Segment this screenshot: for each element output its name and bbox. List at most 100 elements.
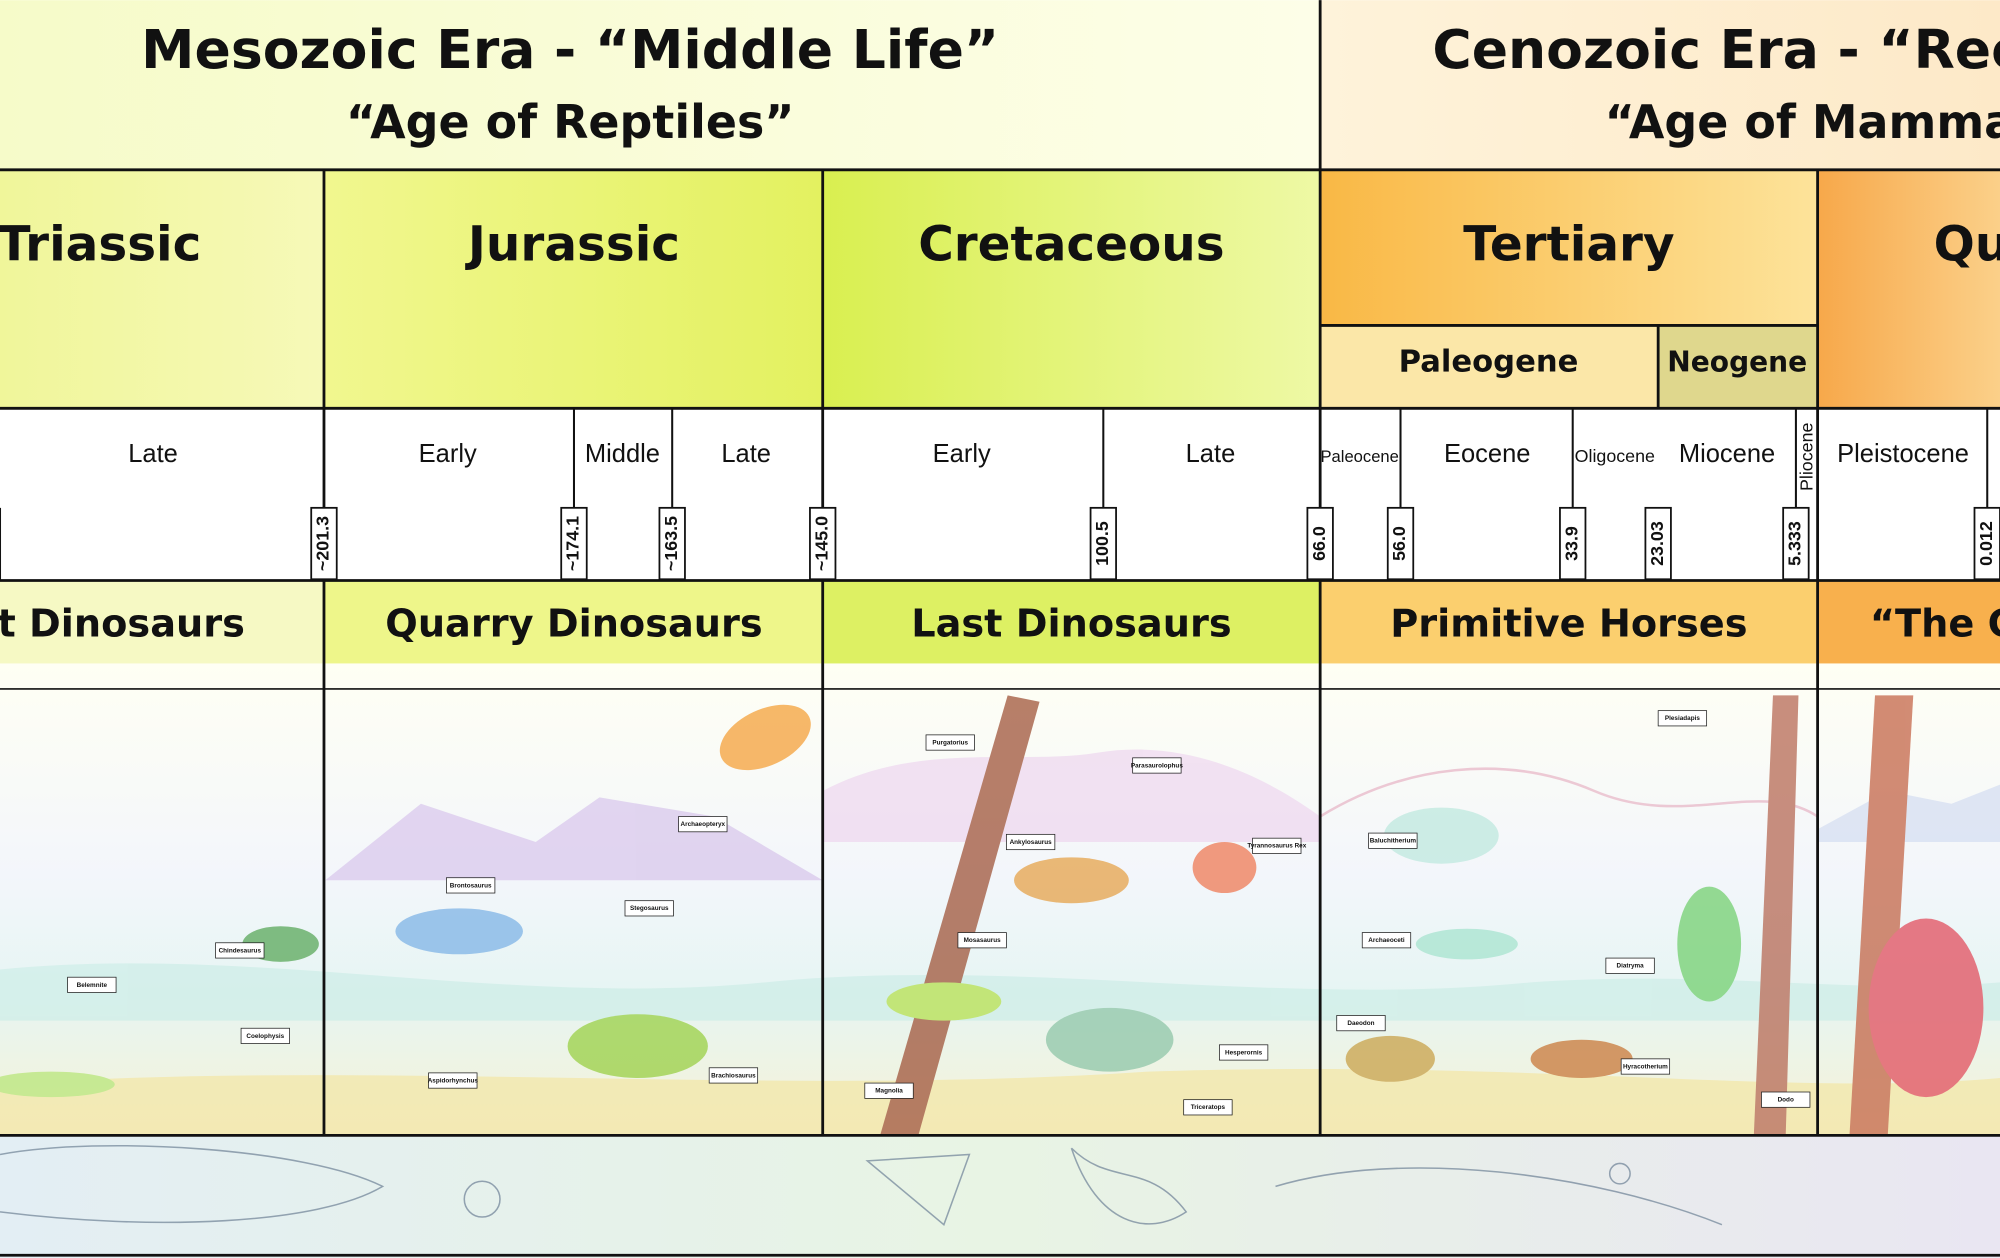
age-label: ~163.5 (661, 516, 681, 571)
theme-title: t Dinosaurs (0, 602, 245, 647)
age-label-box (1089, 506, 1117, 581)
epoch-name: Early (419, 440, 477, 468)
specimen-label-box (708, 1067, 759, 1084)
age-label: ~201.3 (313, 516, 333, 571)
specimen-label: Brontosaurus (450, 882, 492, 889)
age-label-box (658, 506, 686, 581)
specimen-label: Baluchitherium (1370, 838, 1417, 845)
age-label-box (1559, 506, 1587, 581)
theme-title: Quarry Dinosaurs (385, 602, 762, 647)
specimen-label-box (1761, 1091, 1811, 1108)
specimen-label-box (1132, 757, 1182, 774)
age-label: 23.03 (1647, 521, 1667, 566)
age-label: 0.012 (1976, 521, 1996, 566)
era-subtitle: “Age of Mammal (1605, 95, 2000, 149)
era-band (0, 0, 1321, 170)
subperiod-name: Neogene (1667, 345, 1807, 378)
specimen-label: Dodo (1778, 1097, 1794, 1104)
specimen-label-box (1368, 832, 1418, 849)
specimen-label: Diatryma (1616, 963, 1644, 970)
epoch-name: Pliocene (1797, 423, 1817, 492)
epoch-name: Late (128, 440, 178, 468)
specimen-label: Stegosaurus (630, 905, 669, 912)
specimen-label: Hesperornis (1225, 1049, 1263, 1056)
specimen-label-box (1252, 837, 1302, 854)
specimen-label-box (678, 816, 728, 833)
subperiod-name: Paleogene (1399, 344, 1579, 379)
period-band (1817, 169, 2000, 409)
specimen-label: Triceratops (1191, 1104, 1226, 1111)
specimen-label: Aspidorhynchus (428, 1077, 479, 1084)
era-title: Mesozoic Era - “Middle Life” (141, 18, 999, 81)
period-band (0, 169, 324, 409)
era-title: Cenozoic Era - “Rece (1432, 18, 2000, 81)
specimen-label: Brachiosaurus (711, 1072, 756, 1079)
specimen-label-box (957, 932, 1007, 949)
epoch-band (0, 408, 2000, 581)
specimen-label: Magnolia (875, 1088, 903, 1095)
age-label-box (310, 506, 338, 581)
epoch-name: Pleistocene (1837, 440, 1969, 468)
specimen-label-box (1336, 1015, 1386, 1032)
specimen-label: Chindesaurus (219, 947, 262, 954)
subperiod-band (1658, 325, 1818, 409)
age-label: ~145.0 (811, 516, 831, 571)
specimen-label: Mosasaurus (964, 937, 1002, 944)
specimen-label: Plesiadapis (1665, 715, 1700, 722)
specimen-label: Belemnite (77, 982, 108, 989)
epoch-name: Early (933, 440, 991, 468)
subperiod-band (1320, 325, 1659, 409)
theme-title: Primitive Horses (1390, 602, 1747, 647)
age-label: 100.5 (1092, 521, 1112, 566)
specimen-label: Daeodon (1347, 1020, 1374, 1027)
specimen-label: Coelophysis (246, 1033, 284, 1040)
period-band (323, 169, 823, 409)
specimen-label-box (1657, 710, 1708, 727)
epoch-name: Paleocene (1321, 447, 1399, 466)
specimen-label-box (624, 900, 674, 917)
theme-title: Last Dinosaurs (911, 602, 1231, 647)
period-band (1320, 169, 1818, 326)
age-label: 56.0 (1389, 526, 1409, 561)
age-label: 5.333 (1785, 521, 1805, 566)
age-label-box (1782, 506, 1810, 581)
period-name: Jurassic (465, 216, 680, 272)
scenery (0, 695, 2000, 1136)
specimen-label-box (446, 877, 496, 894)
specimen-label-box (428, 1072, 478, 1089)
specimen-label-box (240, 1027, 290, 1044)
specimen-label-box (925, 734, 975, 751)
fossil-drawings (0, 1144, 1723, 1226)
age-label-box (1386, 506, 1415, 581)
specimen-label-box (1361, 932, 1412, 949)
age-label: 33.9 (1561, 526, 1581, 561)
epoch-name: Oligocene (1575, 446, 1655, 466)
specimen-label-box (1605, 957, 1655, 974)
specimen-label-box (1005, 833, 1056, 851)
specimen-label: Archaeopteryx (681, 821, 726, 828)
period-name: Triassic (0, 216, 201, 272)
period-name: Cretaceous (918, 216, 1224, 272)
specimen-label-box (1183, 1099, 1233, 1116)
era-subtitle: “Age of Reptiles” (346, 95, 795, 149)
age-label-box (809, 506, 837, 581)
specimen-label-box (1620, 1058, 1671, 1075)
epoch-name: Late (1186, 440, 1236, 468)
age-label: 66.0 (1309, 526, 1329, 561)
theme-title: “The G (1870, 602, 2000, 647)
age-label-box (560, 506, 588, 581)
specimen-label: Parasaurolophus (1131, 762, 1183, 769)
age-label: ~174.1 (563, 516, 583, 571)
specimen-label: Archaeoceti (1368, 937, 1405, 944)
specimen-label: Purgatorius (932, 739, 968, 746)
specimen-label: Tyrannosaurus Rex (1247, 843, 1306, 850)
age-label-box (1973, 506, 2000, 581)
specimen-label-box (1219, 1044, 1269, 1061)
period-name: Qu (1934, 216, 2000, 272)
epoch-name: Eocene (1444, 440, 1531, 468)
epoch-name: Late (721, 440, 771, 468)
specimen-label-box (67, 976, 117, 993)
age-label-box (1306, 506, 1334, 581)
